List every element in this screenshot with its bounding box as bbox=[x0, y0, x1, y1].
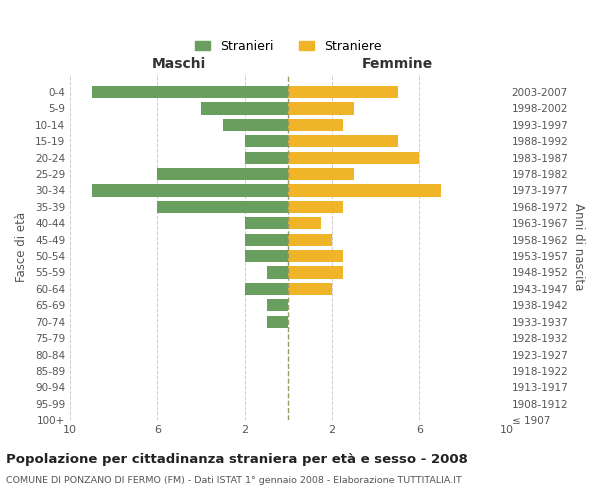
Y-axis label: Anni di nascita: Anni di nascita bbox=[572, 204, 585, 290]
Bar bbox=[289, 234, 332, 246]
Bar bbox=[245, 234, 289, 246]
Bar bbox=[223, 118, 289, 131]
Bar bbox=[245, 152, 289, 164]
Bar bbox=[289, 217, 321, 230]
Bar bbox=[92, 86, 289, 98]
Bar bbox=[92, 184, 289, 196]
Text: Maschi: Maschi bbox=[152, 56, 206, 70]
Bar bbox=[289, 184, 441, 196]
Bar bbox=[289, 118, 343, 131]
Bar bbox=[201, 102, 289, 115]
Bar bbox=[289, 250, 343, 262]
Bar bbox=[266, 266, 289, 278]
Bar bbox=[289, 152, 419, 164]
Text: Popolazione per cittadinanza straniera per età e sesso - 2008: Popolazione per cittadinanza straniera p… bbox=[6, 452, 468, 466]
Text: COMUNE DI PONZANO DI FERMO (FM) - Dati ISTAT 1° gennaio 2008 - Elaborazione TUTT: COMUNE DI PONZANO DI FERMO (FM) - Dati I… bbox=[6, 476, 462, 485]
Bar bbox=[289, 102, 354, 115]
Legend: Stranieri, Straniere: Stranieri, Straniere bbox=[190, 35, 386, 58]
Bar bbox=[289, 266, 343, 278]
Bar bbox=[157, 200, 289, 213]
Bar bbox=[289, 86, 398, 98]
Bar bbox=[289, 168, 354, 180]
Bar bbox=[245, 217, 289, 230]
Text: Femmine: Femmine bbox=[362, 56, 433, 70]
Bar bbox=[245, 283, 289, 295]
Bar bbox=[289, 283, 332, 295]
Bar bbox=[266, 316, 289, 328]
Bar bbox=[266, 299, 289, 312]
Y-axis label: Fasce di età: Fasce di età bbox=[15, 212, 28, 282]
Bar bbox=[245, 135, 289, 147]
Bar bbox=[289, 200, 343, 213]
Bar bbox=[157, 168, 289, 180]
Bar bbox=[245, 250, 289, 262]
Bar bbox=[289, 135, 398, 147]
